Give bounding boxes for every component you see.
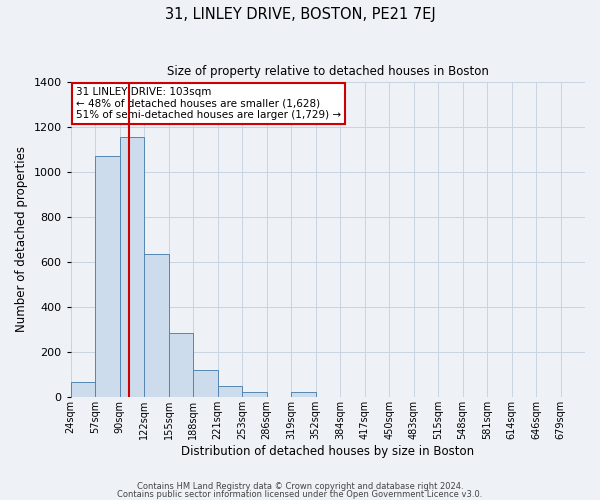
Bar bbox=[218, 386, 242, 397]
Bar bbox=[119, 137, 144, 397]
Bar bbox=[71, 382, 95, 397]
Text: 31, LINLEY DRIVE, BOSTON, PE21 7EJ: 31, LINLEY DRIVE, BOSTON, PE21 7EJ bbox=[164, 8, 436, 22]
X-axis label: Distribution of detached houses by size in Boston: Distribution of detached houses by size … bbox=[181, 444, 475, 458]
Bar bbox=[291, 392, 316, 397]
Title: Size of property relative to detached houses in Boston: Size of property relative to detached ho… bbox=[167, 65, 489, 78]
Text: Contains public sector information licensed under the Open Government Licence v3: Contains public sector information licen… bbox=[118, 490, 482, 499]
Text: Contains HM Land Registry data © Crown copyright and database right 2024.: Contains HM Land Registry data © Crown c… bbox=[137, 482, 463, 491]
Bar bbox=[144, 254, 169, 397]
Bar bbox=[169, 332, 193, 397]
Y-axis label: Number of detached properties: Number of detached properties bbox=[15, 146, 28, 332]
Text: 31 LINLEY DRIVE: 103sqm
← 48% of detached houses are smaller (1,628)
51% of semi: 31 LINLEY DRIVE: 103sqm ← 48% of detache… bbox=[76, 86, 341, 120]
Bar bbox=[95, 156, 119, 397]
Bar bbox=[242, 392, 266, 397]
Bar bbox=[193, 370, 218, 397]
